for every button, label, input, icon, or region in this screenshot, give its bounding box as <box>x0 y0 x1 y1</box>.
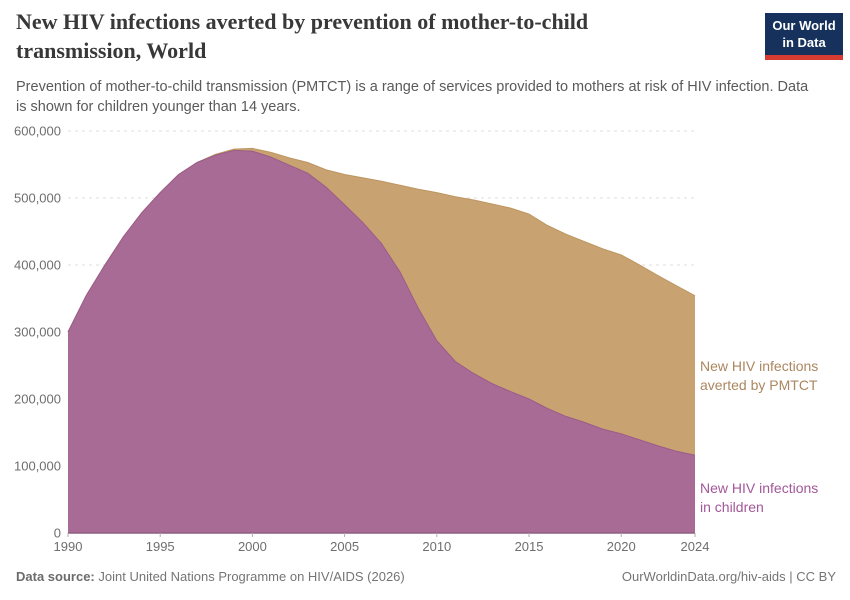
series-label-line: in children <box>700 499 764 516</box>
credit-line: OurWorldinData.org/hiv-aids | CC BY <box>621 569 836 584</box>
owid-logo: Our World in Data <box>765 13 843 60</box>
data-source-label: Data source: <box>16 569 95 584</box>
chart-footer: Data source: Joint United Nations Progra… <box>16 569 836 584</box>
svg-text:1995: 1995 <box>146 539 175 554</box>
svg-text:300,000: 300,000 <box>14 325 61 340</box>
svg-text:200,000: 200,000 <box>14 392 61 407</box>
series-label-averted-pmtct: New HIV infections averted by PMTCT <box>700 357 850 396</box>
svg-text:2024: 2024 <box>681 539 710 554</box>
chart-area: 0 100,000 200,000 300,000 400,000 500,000 600,… <box>0 118 850 568</box>
svg-text:2005: 2005 <box>330 539 359 554</box>
series-label-line: averted by PMTCT <box>700 377 818 394</box>
page-subtitle: Prevention of mother-to-child transmissi… <box>16 79 809 116</box>
data-source: Data source: Joint United Nations Progra… <box>16 569 405 584</box>
svg-text:2020: 2020 <box>607 539 636 554</box>
logo-line2: in Data <box>782 34 826 50</box>
svg-text:400,000: 400,000 <box>14 258 61 273</box>
data-source-text: Joint United Nations Programme on HIV/AI… <box>98 569 405 584</box>
svg-text:2010: 2010 <box>422 539 451 554</box>
svg-text:2015: 2015 <box>515 539 544 554</box>
svg-text:100,000: 100,000 <box>14 459 61 474</box>
series-label-children: New HIV infections in children <box>700 479 850 518</box>
svg-text:600,000: 600,000 <box>14 124 61 139</box>
chart-canvas: 0 100,000 200,000 300,000 400,000 500,000 600,… <box>14 124 710 555</box>
logo-line1: Our World <box>772 18 836 33</box>
page-title: New HIV infections averted by prevention… <box>16 9 589 63</box>
series-label-line: New HIV infections <box>700 358 819 374</box>
svg-text:1990: 1990 <box>54 539 83 554</box>
series-label-line: New HIV infections <box>700 480 819 496</box>
svg-text:2000: 2000 <box>238 539 267 554</box>
svg-text:500,000: 500,000 <box>14 191 61 206</box>
svg-text:0: 0 <box>54 526 61 541</box>
